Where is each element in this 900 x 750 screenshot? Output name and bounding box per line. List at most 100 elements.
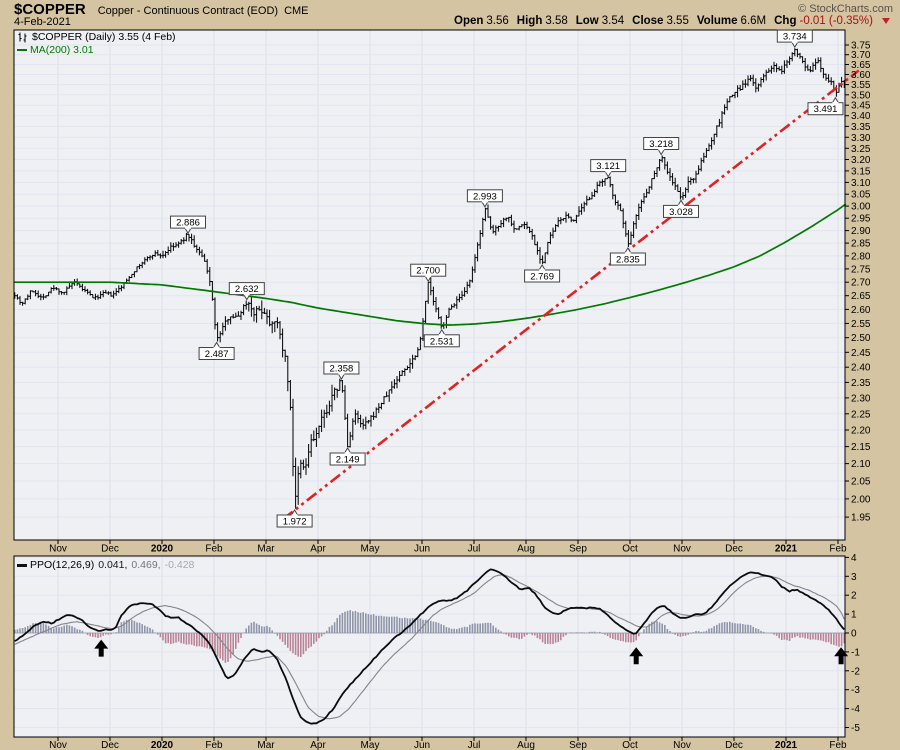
- price-axis-label: 2.00: [851, 494, 871, 505]
- price-axis-label: 3.40: [851, 111, 871, 122]
- price-axis-label: 3.15: [851, 166, 871, 177]
- month-label: May: [361, 740, 380, 750]
- price-callout-label: 3.028: [669, 207, 693, 218]
- price-callout-label: 3.491: [814, 104, 838, 115]
- price-axis-label: 2.25: [851, 409, 871, 420]
- price-axis-label: 3.70: [851, 50, 871, 61]
- price-axis-label: 2.85: [851, 239, 871, 250]
- ppo-axis-label: 2: [851, 591, 857, 602]
- ppo-legend-name: PPO(12,26,9): [30, 559, 95, 571]
- month-label: Dec: [101, 544, 119, 555]
- month-label: Apr: [310, 544, 326, 555]
- price-axis-label: 3.00: [851, 202, 871, 213]
- copyright: © StockCharts.com: [798, 3, 893, 15]
- month-label: Oct: [622, 740, 638, 750]
- month-label: Nov: [673, 740, 691, 750]
- price-axis-label: 2.30: [851, 393, 871, 404]
- ppo-signal-line: [14, 574, 845, 720]
- ppo-plot-area: [14, 556, 845, 737]
- month-label: Dec: [101, 740, 119, 750]
- price-axis-label: 2.70: [851, 278, 871, 289]
- month-label: 2021: [775, 544, 798, 555]
- price-axis-label: 2.20: [851, 426, 871, 437]
- month-label: 2020: [151, 740, 174, 750]
- ppo-line: [14, 568, 845, 725]
- price-axis-label: 2.55: [851, 319, 871, 330]
- ppo-histogram-negative: [86, 633, 845, 663]
- price-axis-label: 2.10: [851, 459, 871, 470]
- price-legend: $COPPER (Daily) 3.55 (4 Feb): [17, 31, 176, 43]
- price-callout-label: 2.886: [176, 218, 200, 229]
- price-callout-label: 2.632: [235, 284, 259, 295]
- ppo-axis-label: -4: [851, 704, 860, 715]
- exchange-label: CME: [284, 5, 309, 17]
- price-callout-label: 1.972: [283, 517, 307, 528]
- month-label: Dec: [725, 544, 743, 555]
- price-axis-label: 2.50: [851, 333, 871, 344]
- price-callouts: 2.886 2.487 2.632 1.972 2.358 2.149 2.700 2.531…: [170, 29, 844, 528]
- ppo-value: 0.041,: [98, 559, 128, 571]
- ppo-plot-frame: [13, 555, 846, 738]
- price-callout-label: 3.121: [596, 161, 620, 172]
- quote-close: Close 3.55: [632, 15, 689, 27]
- up-arrow-icon: [834, 647, 849, 665]
- ppo-histogram-positive: [14, 610, 767, 633]
- x-axis-price: Nov Dec 2020 Feb Mar Apr May Jun Jul Aug Sep Oct Nov…: [49, 540, 847, 555]
- month-label: 2020: [151, 544, 174, 555]
- price-callout-label: 3.218: [649, 139, 673, 150]
- ohlc-bars-icon: [17, 32, 28, 43]
- quote-low: Low 3.54: [575, 15, 625, 27]
- price-axis-label: 2.90: [851, 226, 871, 237]
- price-axis-label: 2.40: [851, 363, 871, 374]
- ppo-axis-label: 1: [851, 610, 857, 621]
- ma200-line: [13, 203, 847, 326]
- price-callout-label: 2.149: [336, 455, 360, 466]
- price-axis-label: 1.95: [851, 513, 871, 524]
- price-axis-label: 2.80: [851, 251, 871, 262]
- month-label: Sep: [569, 544, 587, 555]
- trend-line: [282, 69, 860, 521]
- header-row: $COPPER Copper - Continuous Contract (EO…: [14, 1, 309, 18]
- symbol-description: Copper - Continuous Contract (EOD): [97, 5, 279, 17]
- month-label: Feb: [205, 740, 223, 750]
- ma-line-icon: [17, 49, 27, 51]
- month-label: Oct: [622, 544, 638, 555]
- month-label: Apr: [310, 740, 326, 750]
- price-axis-label: 3.25: [851, 144, 871, 155]
- price-callout-box: [807, 102, 844, 116]
- month-label: Nov: [49, 544, 67, 555]
- ppo-axis-label: 4: [851, 553, 857, 564]
- price-axis-label: 2.95: [851, 214, 871, 225]
- month-label: Feb: [205, 544, 223, 555]
- quote-row: Open 3.56 High 3.58 Low 3.54 Close 3.55 Volume 6.…: [454, 15, 890, 27]
- price-callout-label: 2.531: [430, 336, 454, 347]
- symbol-title: $COPPER: [14, 1, 86, 18]
- month-label: Jun: [414, 740, 430, 750]
- month-label: Mar: [257, 544, 275, 555]
- month-label: Feb: [829, 740, 847, 750]
- ppo-line-icon: [17, 563, 27, 567]
- price-callout-label: 2.993: [473, 191, 497, 202]
- month-label: 2021: [775, 740, 798, 750]
- price-bars: [13, 48, 846, 509]
- price-axis-label: 2.65: [851, 291, 871, 302]
- price-axis-label: 3.60: [851, 70, 871, 81]
- quote-volume: Volume 6.6M: [696, 15, 767, 27]
- ppo-axis-label: -1: [851, 647, 860, 658]
- ppo-signal-value: 0.469,: [131, 559, 161, 571]
- month-label: Dec: [725, 740, 743, 750]
- price-callout-label: 2.487: [205, 349, 229, 360]
- price-callout-label: 2.769: [530, 272, 554, 283]
- month-label: Jun: [414, 544, 430, 555]
- ma-legend: MA(200) 3.01: [17, 44, 94, 56]
- month-label: May: [361, 544, 380, 555]
- signal-arrows: [94, 639, 849, 665]
- price-axis-label: 3.05: [851, 190, 871, 201]
- price-axis-label: 3.20: [851, 155, 871, 166]
- month-label: Aug: [517, 544, 535, 555]
- ppo-axis-label: -2: [851, 666, 860, 677]
- price-callout-label: 2.700: [416, 266, 440, 277]
- change-down-triangle-icon: [882, 18, 890, 24]
